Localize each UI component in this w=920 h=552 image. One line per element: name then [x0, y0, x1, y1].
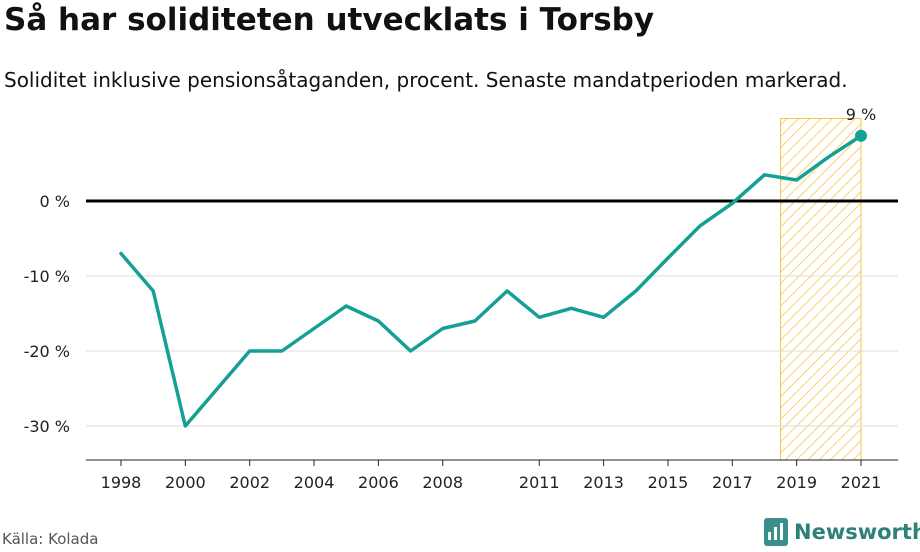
- x-tick-label: 2004: [294, 473, 335, 492]
- brand-name: Newsworthy: [794, 520, 920, 544]
- x-tick-label: 2015: [648, 473, 689, 492]
- source-note: Källa: Kolada: [2, 530, 99, 548]
- x-tick-label: 1998: [101, 473, 142, 492]
- end-value-label: 9 %: [846, 105, 876, 124]
- y-tick-label: -30 %: [24, 417, 70, 436]
- x-tick-label: 2011: [519, 473, 560, 492]
- y-tick-label: -10 %: [24, 267, 70, 286]
- newsworthy-logo-icon: [764, 518, 788, 546]
- x-tick-label: 2013: [583, 473, 624, 492]
- x-tick-label: 2019: [776, 473, 817, 492]
- series-line: [119, 134, 863, 428]
- x-tick-label: 2017: [712, 473, 753, 492]
- y-tick-label: -20 %: [24, 342, 70, 361]
- chart-title: Så har soliditeten utvecklats i Torsby: [4, 2, 655, 38]
- brand-logo: Newsworthy: [764, 518, 920, 546]
- end-point: [855, 129, 867, 142]
- x-tick-label: 2021: [841, 473, 882, 492]
- y-tick-label: 0 %: [40, 192, 70, 211]
- chart-subtitle: Soliditet inklusive pensionsåtaganden, p…: [4, 68, 848, 92]
- x-tick-label: 2000: [165, 473, 206, 492]
- highlight-period: [780, 118, 862, 461]
- x-tick-label: 2008: [422, 473, 463, 492]
- x-tick-label: 2006: [358, 473, 399, 492]
- x-tick-label: 2002: [229, 473, 270, 492]
